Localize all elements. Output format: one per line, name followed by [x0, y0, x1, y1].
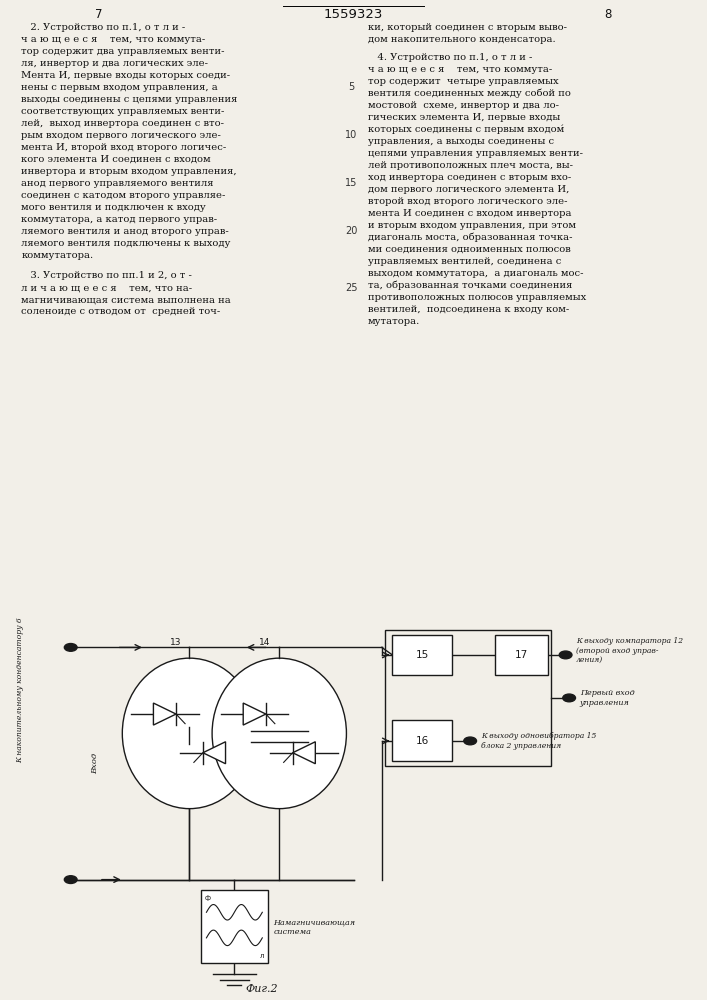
- Polygon shape: [293, 742, 315, 764]
- Text: ки, который соединен с вторым выво-: ки, который соединен с вторым выво-: [368, 22, 566, 31]
- Text: л и ч а ю щ е е с я    тем, что на-: л и ч а ю щ е е с я тем, что на-: [21, 284, 192, 292]
- Text: 13: 13: [170, 638, 181, 647]
- Text: мостовой  схеме, инвертор и два ло-: мостовой схеме, инвертор и два ло-: [368, 101, 559, 109]
- Text: выходы соединены с цепями управления: выходы соединены с цепями управления: [21, 95, 238, 104]
- Circle shape: [559, 651, 572, 659]
- Circle shape: [563, 694, 575, 702]
- Text: ми соединения одноименных полюсов: ми соединения одноименных полюсов: [368, 244, 571, 253]
- Text: ляемого вентиля подключены к выходу: ляемого вентиля подключены к выходу: [21, 238, 230, 247]
- Circle shape: [64, 644, 77, 651]
- Ellipse shape: [122, 658, 257, 809]
- Text: 8: 8: [604, 8, 612, 21]
- Text: Вход: Вход: [91, 753, 100, 774]
- Text: коммутатора, а катод первого управ-: коммутатора, а катод первого управ-: [21, 215, 217, 224]
- Text: Намагничивающая
система: Намагничивающая система: [274, 918, 356, 936]
- Text: К выходу компаратора 12
(второй вход управ-
ления): К выходу компаратора 12 (второй вход упр…: [576, 637, 684, 664]
- Text: коммутатора.: коммутатора.: [21, 250, 93, 259]
- Text: второй вход второго логического эле-: второй вход второго логического эле-: [368, 196, 567, 206]
- Text: дом первого логического элемента И,: дом первого логического элемента И,: [368, 184, 569, 194]
- Polygon shape: [153, 703, 176, 725]
- Text: К накопительному конденсатору 6: К накопительному конденсатору 6: [16, 618, 24, 763]
- Text: нены с первым входом управления, а: нены с первым входом управления, а: [21, 83, 218, 92]
- Text: управления, а выходы соединены с: управления, а выходы соединены с: [368, 136, 554, 145]
- Circle shape: [464, 737, 477, 745]
- Text: 7: 7: [95, 8, 103, 21]
- Text: вентилей,  подсоединена к входу ком-: вентилей, подсоединена к входу ком-: [368, 304, 569, 314]
- Bar: [392, 635, 452, 675]
- Text: тор содержит  четыре управляемых: тор содержит четыре управляемых: [368, 77, 559, 86]
- Text: Первый вход
управления: Первый вход управления: [580, 689, 634, 707]
- Text: 17: 17: [515, 650, 528, 660]
- Text: противоположных полюсов управляемых: противоположных полюсов управляемых: [368, 292, 586, 302]
- Text: 1559323: 1559323: [324, 8, 383, 21]
- Text: 10: 10: [345, 130, 358, 140]
- Text: рым входом первого логического эле-: рым входом первого логического эле-: [21, 130, 221, 139]
- Text: Мента И, первые входы которых соеди-: Мента И, первые входы которых соеди-: [21, 70, 230, 80]
- Text: цепями управления управляемых венти-: цепями управления управляемых венти-: [368, 148, 583, 157]
- Text: 3. Устройство по пп.1 и 2, о т -: 3. Устройство по пп.1 и 2, о т -: [21, 271, 192, 280]
- Text: мента И соединен с входом инвертора: мента И соединен с входом инвертора: [368, 209, 571, 218]
- Text: соединен с катодом второго управляе-: соединен с катодом второго управляе-: [21, 190, 226, 200]
- Text: кого элемента И соединен с входом: кого элемента И соединен с входом: [21, 154, 211, 163]
- Text: ля, инвертор и два логических эле-: ля, инвертор и два логических эле-: [21, 58, 208, 68]
- Text: диагональ моста, образованная точка-: диагональ моста, образованная точка-: [368, 232, 572, 242]
- Text: лей противоположных плеч моста, вы-: лей противоположных плеч моста, вы-: [368, 160, 573, 169]
- Text: К выходу одновибратора 15
блока 2 управления: К выходу одновибратора 15 блока 2 управл…: [481, 732, 596, 750]
- Text: 4. Устройство по п.1, о т л и -: 4. Устройство по п.1, о т л и -: [368, 52, 532, 62]
- Text: ляемого вентиля и анод второго управ-: ляемого вентиля и анод второго управ-: [21, 227, 229, 235]
- Text: которых соединены с первым входом́: которых соединены с первым входом́: [368, 124, 564, 134]
- Text: вентиля соединенных между собой по: вентиля соединенных между собой по: [368, 88, 571, 98]
- Text: гических элемента И, первые входы: гических элемента И, первые входы: [368, 112, 560, 121]
- Text: ч а ю щ е е с я    тем, что коммута-: ч а ю щ е е с я тем, что коммута-: [21, 34, 206, 43]
- Polygon shape: [203, 742, 226, 764]
- Text: 5: 5: [349, 82, 354, 92]
- Text: мутатора.: мутатора.: [368, 316, 420, 326]
- Text: ф: ф: [204, 895, 210, 901]
- Text: та, образованная точками соединения: та, образованная точками соединения: [368, 280, 572, 290]
- Text: магничивающая система выполнена на: магничивающая система выполнена на: [21, 296, 231, 304]
- Bar: [201, 890, 268, 963]
- Text: 20: 20: [345, 226, 358, 236]
- Text: 2. Устройство по п.1, о т л и -: 2. Устройство по п.1, о т л и -: [21, 22, 185, 31]
- Text: 14: 14: [259, 638, 271, 647]
- Text: 25: 25: [345, 283, 358, 293]
- Text: лей,  выход инвертора соединен с вто-: лей, выход инвертора соединен с вто-: [21, 118, 224, 127]
- Text: инвертора и вторым входом управления,: инвертора и вторым входом управления,: [21, 166, 237, 176]
- Text: анод первого управляемого вентиля: анод первого управляемого вентиля: [21, 178, 214, 188]
- Text: и вторым входом управления, при этом: и вторым входом управления, при этом: [368, 221, 575, 230]
- Text: Фиг.2: Фиг.2: [245, 984, 278, 994]
- Text: соленоиде с отводом от  средней точ-: соленоиде с отводом от средней точ-: [21, 308, 221, 316]
- Text: 15: 15: [345, 178, 358, 188]
- Bar: [495, 635, 548, 675]
- Bar: [385, 630, 551, 766]
- Text: 16: 16: [416, 736, 429, 746]
- Text: ход инвертора соединен с вторым вхо-: ход инвертора соединен с вторым вхо-: [368, 172, 571, 182]
- Text: мого вентиля и подключен к входу: мого вентиля и подключен к входу: [21, 202, 206, 212]
- Circle shape: [64, 876, 77, 883]
- Text: выходом коммутатора,  а диагональ мос-: выходом коммутатора, а диагональ мос-: [368, 268, 583, 277]
- Text: управляемых вентилей, соединена с: управляемых вентилей, соединена с: [368, 256, 561, 265]
- Bar: [392, 720, 452, 761]
- Text: 15: 15: [416, 650, 429, 660]
- Text: л: л: [260, 953, 264, 959]
- Text: мента И, второй вход второго логичес-: мента И, второй вход второго логичес-: [21, 142, 226, 151]
- Text: тор содержит два управляемых венти-: тор содержит два управляемых венти-: [21, 46, 225, 55]
- Ellipse shape: [212, 658, 346, 809]
- Text: дом накопительного конденсатора.: дом накопительного конденсатора.: [368, 34, 555, 43]
- Polygon shape: [243, 703, 266, 725]
- Text: соответствующих управляемых венти-: соответствующих управляемых венти-: [21, 106, 225, 115]
- Text: ч а ю щ е е с я    тем, что коммута-: ч а ю щ е е с я тем, что коммута-: [368, 64, 552, 74]
